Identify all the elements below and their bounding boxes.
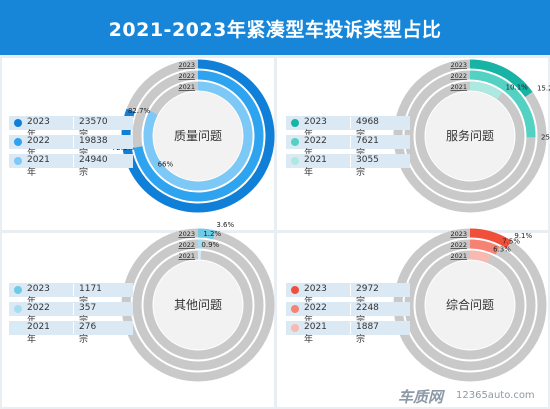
ring-arc-2023 (197, 228, 216, 240)
ring-year-label: 2022 (178, 241, 195, 249)
legend-box (9, 302, 133, 316)
legend-divider (350, 284, 351, 296)
legend-box (286, 116, 410, 130)
legend-divider (73, 155, 74, 167)
legend-box (286, 302, 410, 316)
donut-center-label: 质量问题 (174, 129, 222, 143)
legend-box (9, 154, 133, 168)
legend-dot (14, 324, 22, 332)
ring-year-label: 2022 (450, 72, 467, 80)
percent-label: 7.5% (502, 238, 520, 246)
ring-year-label: 2023 (450, 61, 467, 69)
legend-divider (73, 322, 74, 334)
percent-label: 6.3% (493, 246, 511, 254)
legend-value: 1887宗 (356, 322, 379, 345)
footer-url: 12365auto.com (456, 390, 535, 401)
percent-label: 9.1% (514, 232, 532, 240)
legend-divider (73, 136, 74, 148)
donut-center-label: 其他问题 (174, 298, 222, 312)
legend-value: 24940宗 (79, 155, 108, 178)
legend-divider (73, 117, 74, 129)
percent-label: 1.2% (203, 230, 221, 238)
ring-year-label: 2021 (450, 252, 467, 260)
legend-dot (291, 157, 299, 165)
ring-arc-2023 (469, 59, 533, 98)
legend-year: 2021年 (27, 322, 50, 345)
legend-divider (350, 155, 351, 167)
ring-year-label: 2021 (178, 252, 195, 260)
legend-box (9, 321, 133, 335)
extra-percent-label: 66% (158, 161, 174, 169)
ring-arc-2022 (469, 239, 500, 255)
percent-label: 82.7% (128, 107, 151, 115)
percent-label: 0.9% (201, 241, 219, 249)
legend-divider (350, 322, 351, 334)
legend-dot (291, 305, 299, 313)
legend-box (9, 135, 133, 149)
legend-value: 3055宗 (356, 155, 379, 178)
donut-comprehensive: 2023 9.1% 2022 7.5% 2021 6.3% 综合问题 (393, 228, 547, 382)
donut-service: 2023 15.2% 2022 25.3% 2021 10.1% 服务问题 (393, 59, 550, 213)
ring-arc-2021 (143, 81, 253, 191)
legend-dot (291, 324, 299, 332)
chart-title: 2021-2023年紧凑型车投诉类型占比 (108, 19, 442, 41)
ring-arc-2021 (469, 81, 503, 100)
ring-arc-2023 (469, 228, 512, 249)
legend-divider (73, 303, 74, 315)
legend-box (9, 116, 133, 130)
legend-box (286, 321, 410, 335)
percent-label: 10.1% (506, 84, 529, 92)
ring-arc-2022 (133, 70, 264, 202)
legend-year: 2021年 (27, 155, 50, 178)
donut-center-disc (153, 91, 243, 181)
legend-dot (291, 119, 299, 127)
legend-divider (350, 136, 351, 148)
legend-year: 2021年 (304, 322, 327, 345)
ring-arc-2022 (469, 70, 536, 138)
donut-center-disc (425, 260, 515, 350)
donut-center-disc (153, 260, 243, 350)
legend-dot (14, 119, 22, 127)
ring-year-label: 2022 (450, 241, 467, 249)
ring-year-label: 2023 (450, 230, 467, 238)
legend-divider (350, 117, 351, 129)
legend-box (286, 135, 410, 149)
donut-center-disc (425, 91, 515, 181)
donut-other: 2023 3.6% 2022 1.2% 2021 0.9% 其他问题 (121, 221, 275, 382)
percent-label: 25.3% (541, 133, 550, 141)
donut-center-label: 服务问题 (446, 128, 494, 143)
legend-divider (73, 284, 74, 296)
ring-year-label: 2022 (178, 72, 195, 80)
legend-dot (291, 138, 299, 146)
ring-year-label: 2021 (178, 83, 195, 91)
legend-dot (14, 138, 22, 146)
ring-year-label: 2023 (178, 61, 195, 69)
legend-box (286, 154, 410, 168)
legend-box (286, 283, 410, 297)
legend-dot (14, 286, 22, 294)
ring-arc-2021 (469, 250, 492, 264)
donut-center-label: 综合问题 (446, 297, 494, 312)
header-bar: 2021-2023年紧凑型车投诉类型占比 (0, 0, 550, 55)
footer-logo: 车质网 (398, 388, 444, 406)
legend-dot (14, 157, 22, 165)
legend-value: 276宗 (79, 322, 97, 345)
ring-year-label: 2023 (178, 230, 195, 238)
ring-year-label: 2021 (450, 83, 467, 91)
legend-dot (14, 305, 22, 313)
percent-label: 15.2% (537, 85, 550, 93)
legend-box (9, 283, 133, 297)
legend-divider (350, 303, 351, 315)
percent-label: 3.6% (216, 221, 234, 229)
legend-year: 2021年 (304, 155, 327, 178)
legend-dot (291, 286, 299, 294)
